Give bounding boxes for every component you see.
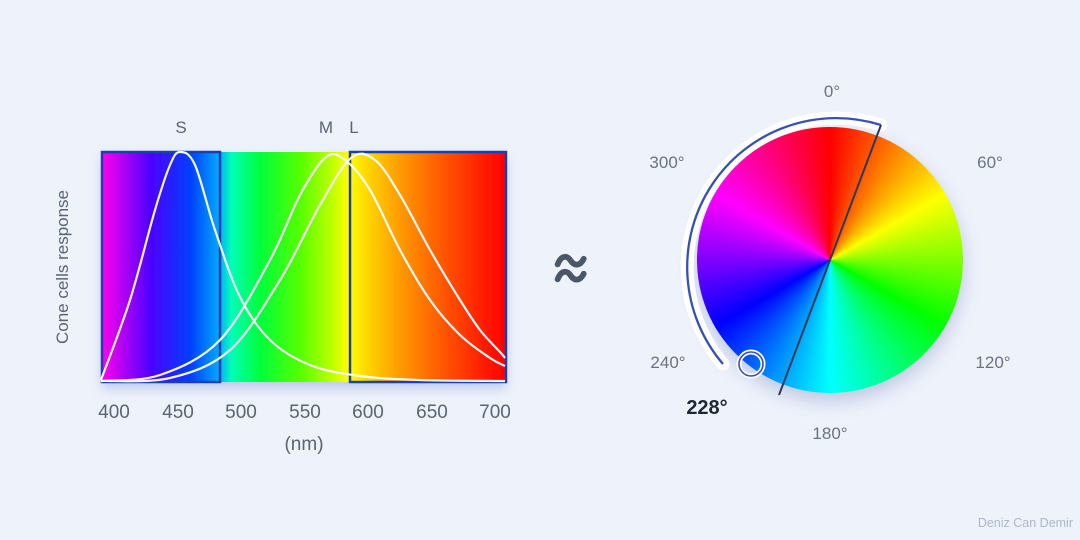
svg-text:300°: 300° xyxy=(649,153,684,172)
svg-text:120°: 120° xyxy=(975,353,1010,372)
svg-text:228°: 228° xyxy=(686,397,727,419)
svg-text:0°: 0° xyxy=(824,82,840,101)
svg-text:240°: 240° xyxy=(650,353,685,372)
svg-text:180°: 180° xyxy=(812,424,847,443)
svg-text:Deniz Can Demir: Deniz Can Demir xyxy=(978,516,1073,530)
svg-text:60°: 60° xyxy=(977,153,1003,172)
